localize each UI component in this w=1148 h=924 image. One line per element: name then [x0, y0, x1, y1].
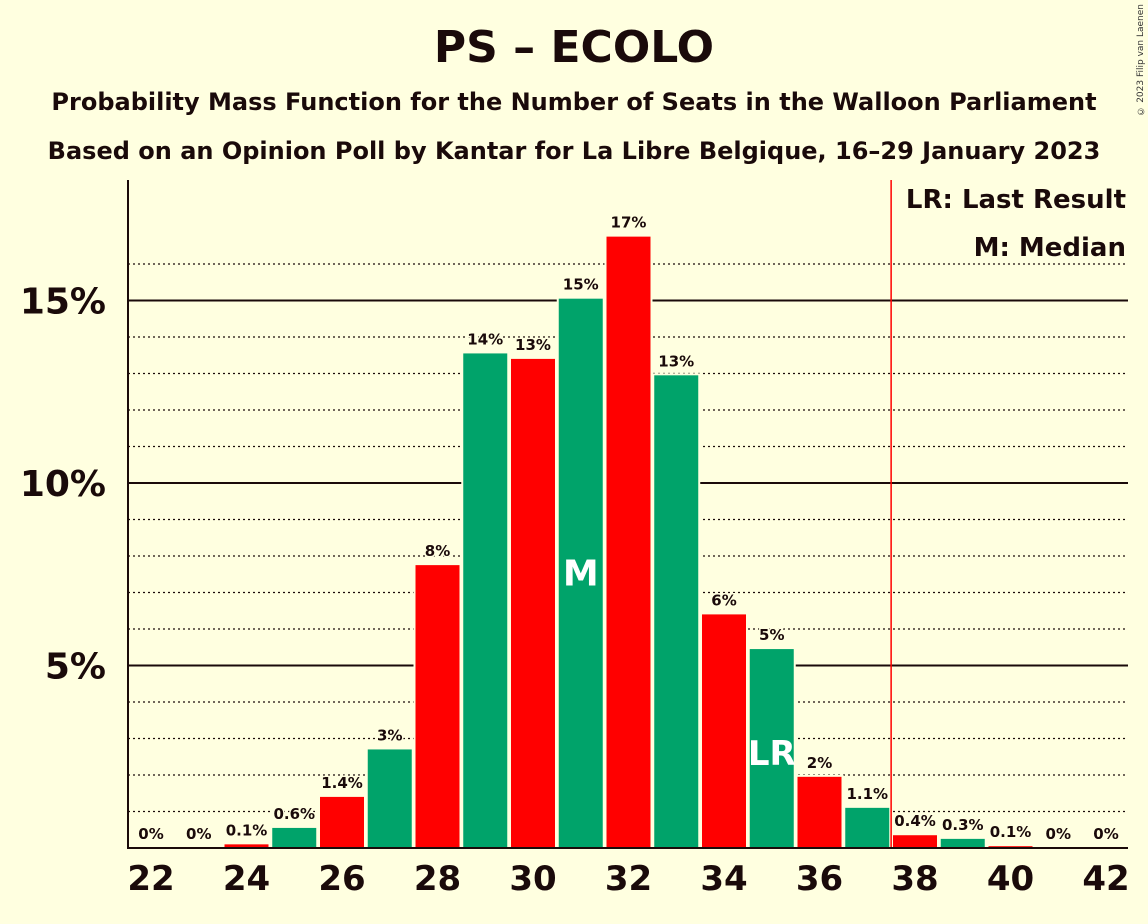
- y-tick-label: 5%: [45, 647, 106, 688]
- bar: [702, 614, 746, 848]
- bar-value-label: 14%: [467, 330, 503, 348]
- bar: [654, 375, 699, 848]
- bar: [511, 358, 555, 848]
- x-tick-label: 36: [796, 859, 843, 899]
- chart-subtitle: Probability Mass Function for the Number…: [51, 88, 1097, 116]
- bar-value-label: 13%: [515, 336, 551, 354]
- bar-value-label: 0.1%: [226, 821, 268, 839]
- bar: [797, 776, 842, 848]
- bar-value-label: 0%: [138, 825, 163, 843]
- bar: [558, 298, 603, 848]
- bar-value-label: 8%: [425, 542, 450, 560]
- bar-value-label: 0.6%: [273, 805, 315, 823]
- bar-value-label: 0.3%: [942, 816, 984, 834]
- x-tick-label: 30: [509, 859, 556, 899]
- x-tick-label: 24: [223, 859, 270, 899]
- bar: [224, 844, 269, 848]
- bar: [367, 749, 412, 848]
- chart-source: Based on an Opinion Poll by Kantar for L…: [47, 137, 1101, 165]
- bar: [320, 796, 364, 848]
- bar: [415, 565, 460, 848]
- bar: [272, 827, 317, 848]
- bar-value-label: 5%: [759, 626, 784, 644]
- bar-value-label: 2%: [807, 754, 832, 772]
- bar-value-label: 0%: [186, 825, 211, 843]
- bar-value-label: 13%: [658, 352, 694, 370]
- bar-halo: [986, 844, 1035, 848]
- bar-value-label: 1.4%: [321, 774, 363, 792]
- bar-value-label: 0%: [1093, 825, 1118, 843]
- legend-entry: M: Median: [974, 233, 1126, 263]
- legend-entry: LR: Last Result: [906, 185, 1126, 215]
- bar-value-label: 0%: [1046, 825, 1071, 843]
- bar: [893, 835, 937, 848]
- x-tick-label: 42: [1082, 859, 1129, 899]
- x-tick-label: 34: [700, 859, 747, 899]
- x-tick-label: 38: [891, 859, 938, 899]
- bar-value-label: 0.1%: [990, 823, 1032, 841]
- bar-value-label: 15%: [563, 276, 599, 294]
- bar: [749, 649, 794, 848]
- bar: [606, 236, 651, 848]
- bar: [463, 353, 508, 848]
- y-tick-label: 10%: [20, 464, 106, 505]
- x-tick-label: 28: [414, 859, 461, 899]
- bar: [940, 838, 985, 848]
- x-tick-label: 32: [605, 859, 652, 899]
- bar-value-label: 3%: [377, 726, 402, 744]
- y-tick-label: 15%: [20, 282, 106, 323]
- x-tick-label: 22: [127, 859, 174, 899]
- chart-title: PS – ECOLO: [433, 22, 715, 73]
- bar-value-label: 17%: [611, 214, 647, 232]
- x-tick-label: 40: [987, 859, 1034, 899]
- median-marker: M: [563, 553, 599, 594]
- bar-value-label: 6%: [711, 591, 736, 609]
- last-result-marker: LR: [748, 734, 796, 774]
- x-tick-label: 26: [318, 859, 365, 899]
- bar: [845, 807, 890, 848]
- bar-value-label: 1.1%: [846, 785, 888, 803]
- bar-value-label: 0.4%: [894, 812, 936, 830]
